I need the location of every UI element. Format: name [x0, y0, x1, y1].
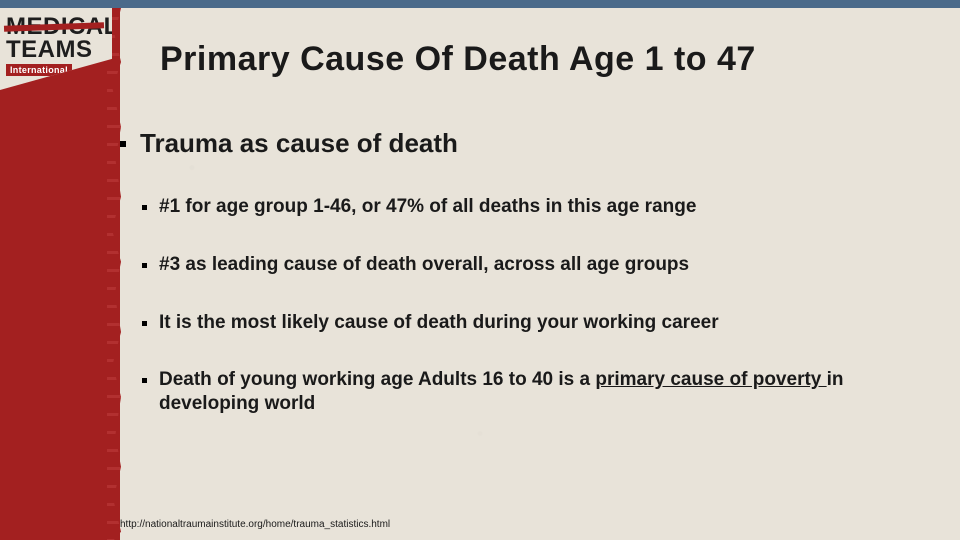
bullet-sub-3: It is the most likely cause of death dur…	[142, 311, 930, 335]
logo-line-2: TEAMS	[6, 39, 93, 62]
bullet-sub-4-underlined: primary cause of poverty	[595, 369, 826, 390]
footer-citation: http://nationaltraumainstitute.org/home/…	[120, 519, 390, 530]
bullet-main: Trauma as cause of death	[120, 128, 930, 159]
slide-title: Primary Cause Of Death Age 1 to 47	[160, 40, 756, 79]
bullet-dot-icon	[142, 263, 147, 268]
red-side-band	[0, 8, 120, 540]
bullet-sub-text: #1 for age group 1-46, or 47% of all dea…	[159, 195, 696, 219]
bullet-sub-4: Death of young working age Adults 16 to …	[142, 368, 930, 416]
bullet-sub-2: #3 as leading cause of death overall, ac…	[142, 253, 930, 277]
slide: MEDICAL TEAMS International Primary Caus…	[0, 0, 960, 540]
bullet-dot-icon	[120, 141, 126, 147]
bullet-sub-text: It is the most likely cause of death dur…	[159, 311, 719, 335]
bullet-sub-text: Death of young working age Adults 16 to …	[159, 368, 930, 416]
content-area: Trauma as cause of death #1 for age grou…	[120, 128, 930, 450]
bullet-dot-icon	[142, 378, 147, 383]
bullet-dot-icon	[142, 321, 147, 326]
bullet-main-text: Trauma as cause of death	[140, 128, 458, 159]
bullet-dot-icon	[142, 205, 147, 210]
bullet-sub-1: #1 for age group 1-46, or 47% of all dea…	[142, 195, 930, 219]
bullet-sub-4-pre: Death of young working age Adults 16 to …	[159, 369, 595, 390]
bullet-sub-text: #3 as leading cause of death overall, ac…	[159, 253, 689, 277]
